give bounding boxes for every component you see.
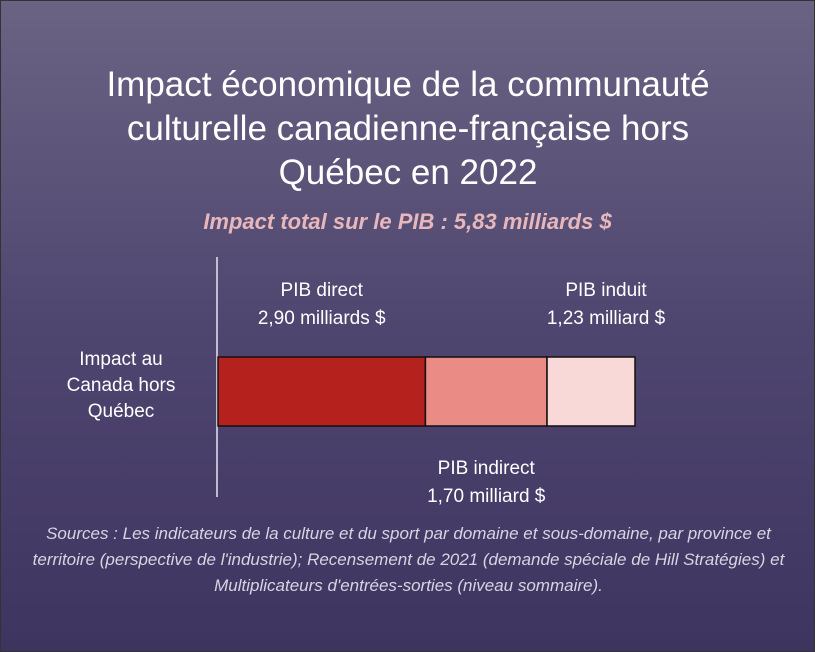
value-label: 1,23 milliard $ [546,308,666,329]
value-label: 1,70 milliard $ [427,486,546,507]
bar-segment [424,356,548,427]
value-label-group: PIB indirect 1,70 milliard $ [376,455,596,511]
source-note: Sources : Les indicateurs de la culture … [32,524,785,595]
bar-segment [217,356,427,427]
bar-segment [546,356,636,427]
series-name: PIB direct [280,280,363,301]
value-label-group: PIB direct 2,90 milliards $ [212,277,432,333]
subtitle: Impact total sur le PIB : 5,83 milliards… [203,209,612,234]
series-name: PIB induit [565,280,647,301]
category-label: Impact au Canada hors Québec [66,349,176,422]
series-name: PIB indirect [437,458,535,479]
chart-title: Impact économique de la communauté cultu… [106,65,710,192]
value-label-group: PIB induit 1,23 milliard $ [496,277,716,333]
value-label: 2,90 milliards $ [257,308,386,329]
